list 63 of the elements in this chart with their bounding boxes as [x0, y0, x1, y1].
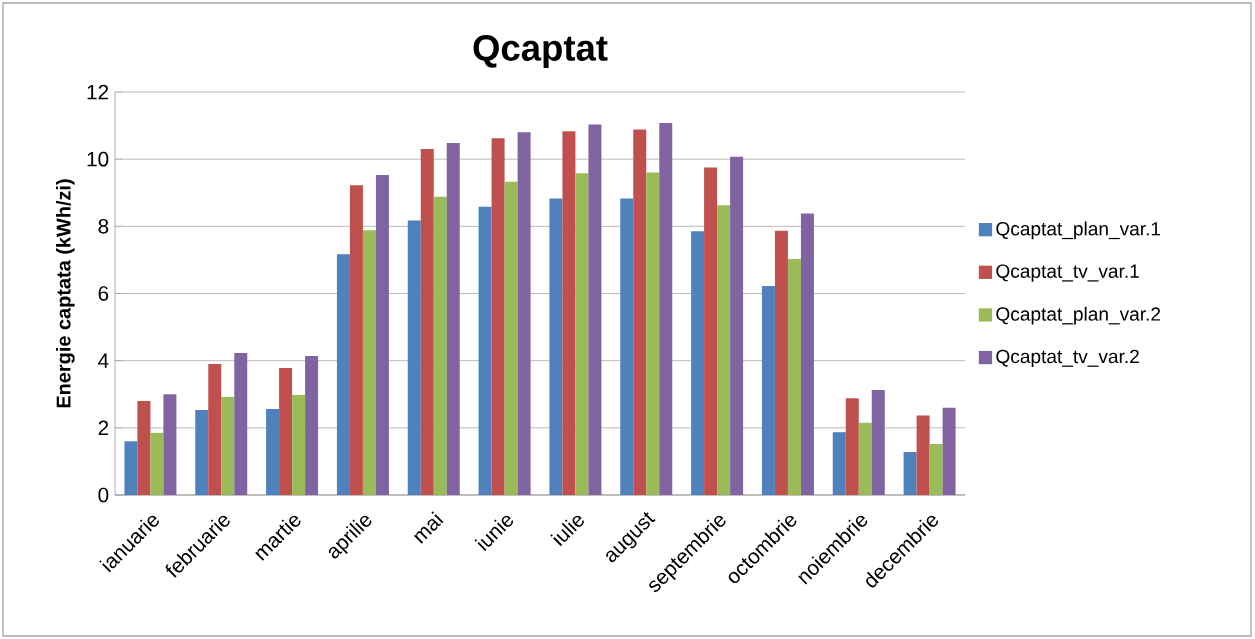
- x-tick-label: iulie: [550, 515, 584, 547]
- bar: [871, 389, 885, 495]
- bar: [691, 231, 705, 495]
- bar: [150, 432, 164, 495]
- bar: [349, 185, 363, 495]
- bar: [336, 254, 350, 495]
- bar: [163, 394, 177, 495]
- y-tick-label: 12: [87, 84, 109, 100]
- bar: [916, 415, 930, 495]
- bar: [137, 400, 151, 495]
- bar: [221, 396, 235, 495]
- bar: [588, 124, 602, 495]
- bar: [575, 173, 589, 495]
- legend-label: Qcaptat_tv_var.1: [996, 264, 1139, 282]
- bar: [491, 138, 505, 495]
- bar: [446, 143, 460, 495]
- bar: [761, 286, 775, 495]
- bar: [234, 352, 248, 495]
- y-tick-label: 10: [87, 151, 109, 167]
- bar: [305, 355, 319, 495]
- bar: [562, 131, 576, 495]
- bar: [730, 156, 744, 495]
- bar: [549, 198, 563, 495]
- bar: [832, 432, 846, 495]
- bar: [717, 205, 731, 495]
- y-tick-label: 8: [98, 218, 109, 234]
- bar: [266, 409, 280, 495]
- bar: [407, 220, 421, 495]
- y-tick-label: 6: [98, 286, 109, 301]
- bar: [800, 213, 814, 495]
- y-axis-title: Energie captata (kWh/zi): [56, 179, 75, 408]
- bar: [478, 206, 492, 495]
- x-tick-label: mai: [413, 511, 444, 544]
- bar: [858, 422, 872, 495]
- bar: [433, 196, 447, 495]
- bar: [633, 129, 647, 495]
- bar: [774, 230, 788, 495]
- bar: [279, 368, 293, 495]
- legend-label: Qcaptat_plan_var.2: [996, 306, 1161, 325]
- chart-title: Qcaptat: [473, 35, 608, 69]
- bar: [620, 198, 634, 495]
- bar: [504, 181, 518, 495]
- bar: [124, 441, 138, 495]
- bar: [292, 394, 306, 495]
- bar: [208, 364, 222, 495]
- legend-label: Qcaptat_plan_var.1: [996, 221, 1161, 240]
- bar: [646, 172, 660, 495]
- bar: [517, 132, 531, 495]
- bar: [942, 407, 956, 495]
- bar: [420, 149, 434, 495]
- bar: [845, 398, 859, 495]
- bar: [929, 443, 943, 495]
- bar: [362, 230, 376, 495]
- bar: [704, 167, 718, 495]
- y-tick-label: 4: [98, 353, 109, 368]
- bar: [375, 174, 389, 495]
- bar: [787, 258, 801, 495]
- legend-label: Qcaptat_tv_var.2: [996, 349, 1139, 367]
- y-tick-label: 2: [98, 420, 109, 436]
- y-tick-label: 0: [98, 487, 109, 503]
- bar: [659, 122, 673, 495]
- bar: [903, 452, 917, 495]
- bar: [195, 410, 209, 495]
